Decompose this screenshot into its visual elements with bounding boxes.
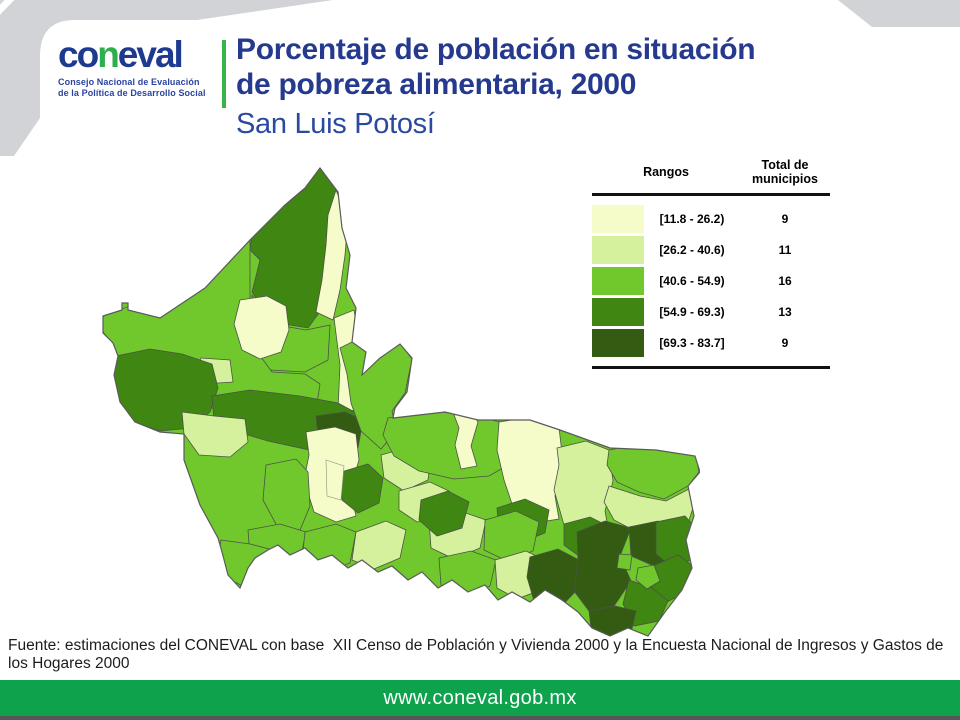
municipality-cluster-e xyxy=(588,605,637,636)
legend-color-swatch xyxy=(592,235,644,264)
municipality-below-blob xyxy=(181,411,249,458)
logo-text-n: n xyxy=(97,34,120,75)
legend-count-value: 11 xyxy=(778,242,792,257)
title-divider xyxy=(222,40,226,108)
logo-text-pre: co xyxy=(58,34,99,75)
page-subtitle: San Luis Potosí xyxy=(236,107,435,140)
state-outline xyxy=(102,167,701,637)
legend-header: Rangos Total de municipios xyxy=(592,158,830,193)
municipality-se-c xyxy=(438,550,497,597)
legend-table: Rangos Total de municipios [11.8 - 26.2)… xyxy=(592,158,830,369)
coneval-logo-wordmark: coneval xyxy=(58,36,223,73)
logo-tagline-line2: de la Política de Desarrollo Social xyxy=(58,88,206,99)
legend-range-label: [54.9 - 69.3) xyxy=(659,304,725,319)
legend-count-value: 16 xyxy=(778,273,792,288)
legend-header-total: Total de municipios xyxy=(752,158,818,187)
coneval-logo: coneval Consejo Nacional de Evaluación d… xyxy=(58,36,223,100)
legend-range-label: [26.2 - 40.6) xyxy=(659,242,725,257)
municipality-south-c xyxy=(351,520,407,570)
legend-count-value: 9 xyxy=(781,335,789,350)
municipality-cluster-g xyxy=(616,553,633,571)
municipality-catorce xyxy=(233,295,290,360)
legend-range-label: [40.6 - 54.9) xyxy=(659,273,725,288)
legend-count-value: 9 xyxy=(781,211,789,226)
logo-text-post: eval xyxy=(117,34,184,75)
legend-count-value: 13 xyxy=(778,304,792,319)
legend-rows: [11.8 - 26.2) 9 [26.2 - 40.6) 11 [40.6 - 54.… xyxy=(592,192,830,369)
logo-tagline-line1: Consejo Nacional de Evaluación xyxy=(58,77,200,87)
page-title-line1: Porcentaje de población en situación xyxy=(236,33,756,66)
municipality-cluster-f xyxy=(635,564,661,590)
logo-tagline: Consejo Nacional de Evaluación de la Pol… xyxy=(58,77,223,100)
footer-bar: www.coneval.gob.mx xyxy=(0,680,960,716)
municipality-left-of-center xyxy=(262,458,311,531)
gray-corner-top-right xyxy=(838,0,960,27)
map-svg xyxy=(102,167,701,637)
municipality-cluster-a xyxy=(573,520,632,612)
legend-row: [11.8 - 26.2) 9 xyxy=(592,204,830,233)
white-corner-slash xyxy=(0,0,28,24)
footer-edge xyxy=(0,716,960,720)
footer-url: www.coneval.gob.mx xyxy=(383,686,577,709)
municipality-center-sub xyxy=(325,459,345,501)
legend-row: [26.2 - 40.6) 11 xyxy=(592,235,830,264)
choropleth-map xyxy=(100,160,701,640)
source-footnote: Fuente: estimaciones del CONEVAL con bas… xyxy=(8,637,948,673)
legend-color-swatch xyxy=(592,297,644,326)
legend-row: [54.9 - 69.3) 13 xyxy=(592,297,830,326)
legend-color-swatch xyxy=(592,204,644,233)
legend-color-swatch xyxy=(592,328,644,357)
legend-header-ranges: Rangos xyxy=(643,165,689,180)
legend-range-label: [11.8 - 26.2) xyxy=(659,211,725,226)
page-title-line2: de pobreza alimentaria, 2000 xyxy=(236,67,637,101)
legend-row: [69.3 - 83.7] 9 xyxy=(592,328,830,357)
municipality-center-dark xyxy=(340,463,384,514)
municipality-se-b xyxy=(483,510,540,562)
municipality-center-dark2 xyxy=(418,490,470,537)
title-block: Porcentaje de población en situación de … xyxy=(236,33,936,141)
legend-row: [40.6 - 54.9) 16 xyxy=(592,266,830,295)
legend-range-label: [69.3 - 83.7] xyxy=(659,335,725,350)
legend-color-swatch xyxy=(592,266,644,295)
